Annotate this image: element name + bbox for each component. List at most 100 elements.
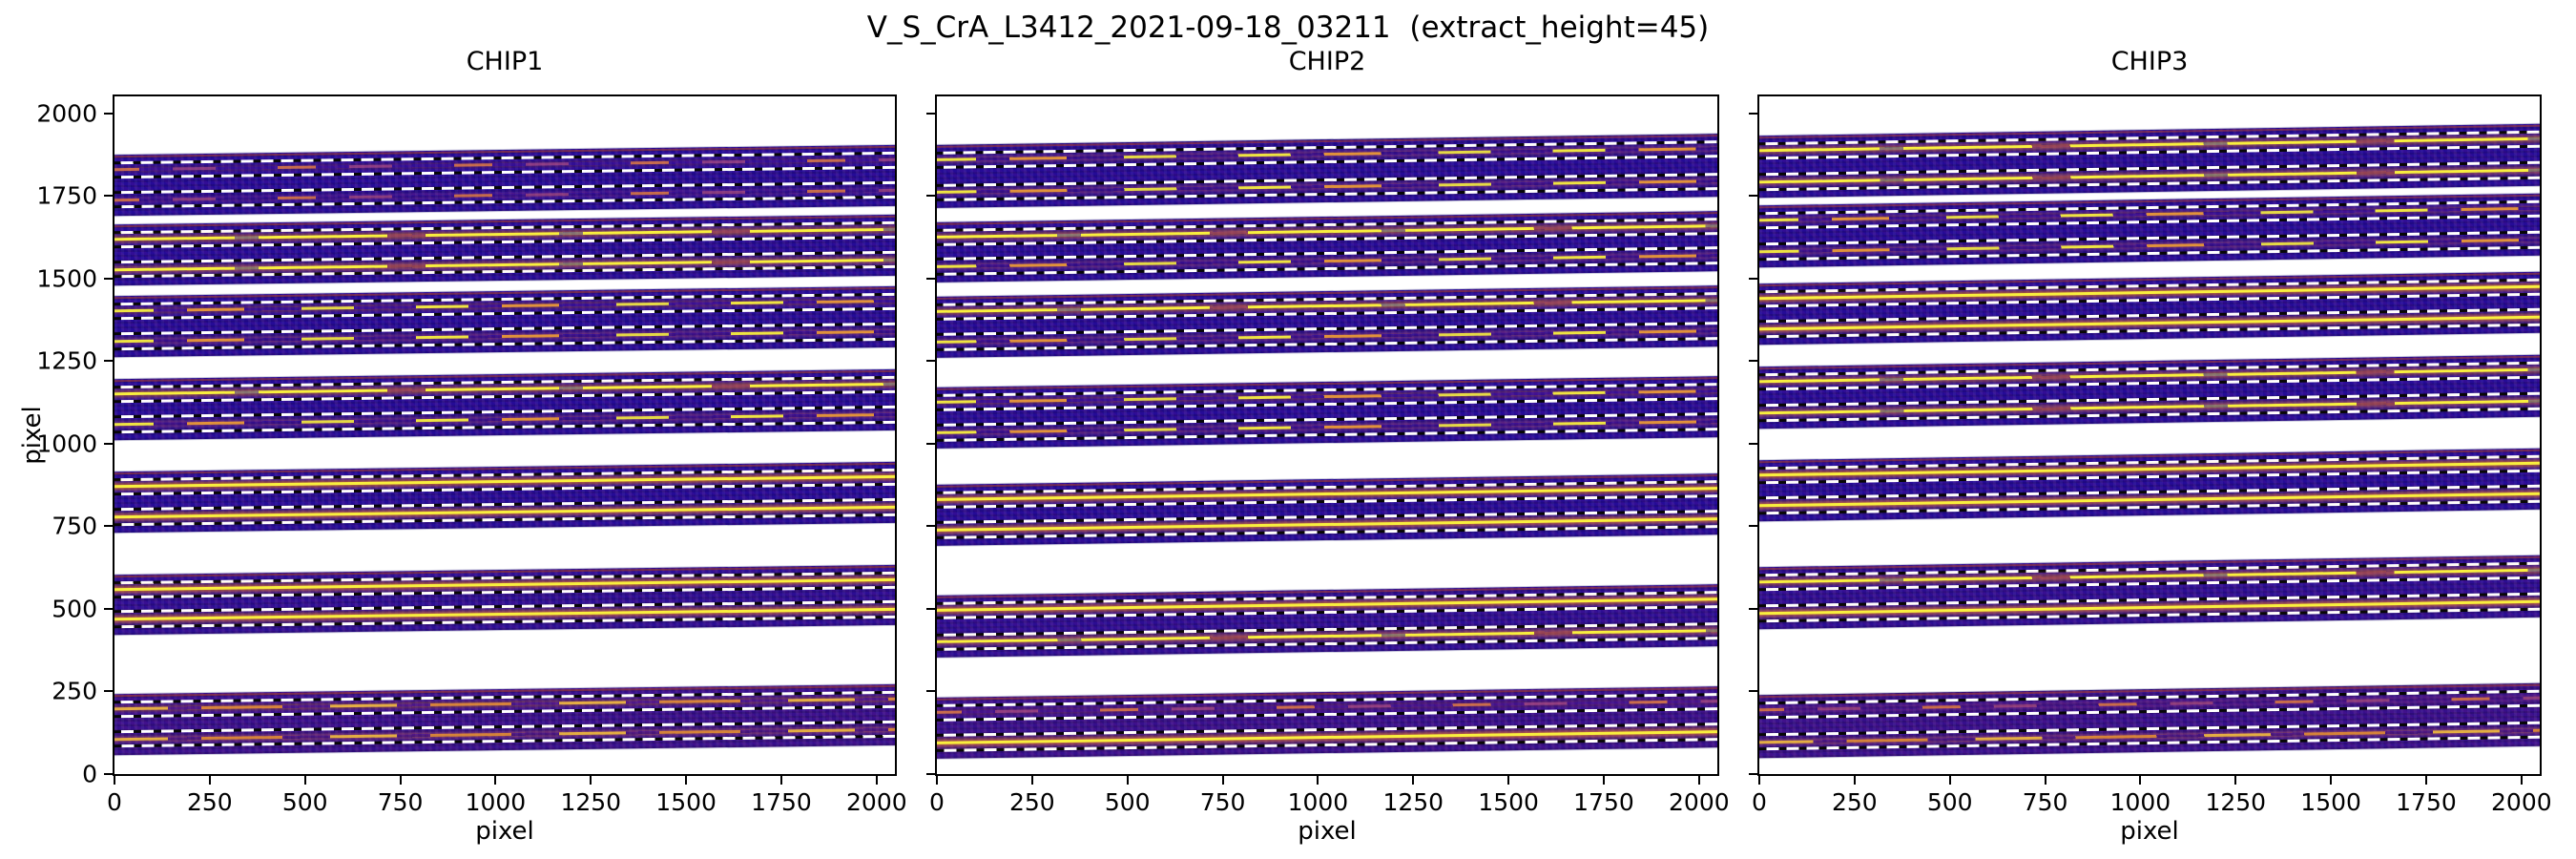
x-tick-label: 1000 xyxy=(465,788,527,816)
order-band xyxy=(1759,682,2540,759)
x-tick-label: 250 xyxy=(1831,788,1878,816)
x-axis-label: pixel xyxy=(1298,817,1357,846)
y-tick xyxy=(926,195,935,198)
x-tick-label: 1000 xyxy=(2109,788,2171,816)
x-tick xyxy=(1221,776,1224,785)
y-tick xyxy=(1749,607,1757,610)
y-tick xyxy=(1749,112,1757,115)
x-tick xyxy=(1030,776,1033,785)
x-tick xyxy=(1697,776,1700,785)
x-tick-label: 1750 xyxy=(1573,788,1634,816)
order-band xyxy=(937,133,1717,209)
y-tick xyxy=(1749,690,1757,693)
y-tick xyxy=(926,277,935,280)
panel-chip1: CHIP1 0 250 500 750 1000 1250 1500 1750 2000 0 250 5… xyxy=(36,47,906,846)
x-tick xyxy=(1317,776,1319,785)
order-band xyxy=(114,683,895,756)
panel-title: CHIP1 xyxy=(466,47,544,76)
x-tick-label: 1750 xyxy=(751,788,812,816)
x-tick xyxy=(2234,776,2237,785)
x-tick xyxy=(1948,776,1951,785)
y-tick xyxy=(104,277,113,280)
order-band xyxy=(114,214,895,286)
order-band xyxy=(1759,354,2540,430)
y-tick xyxy=(926,690,935,693)
x-tick-label: 250 xyxy=(186,788,233,816)
order-band xyxy=(114,461,895,534)
y-tick-label: 250 xyxy=(52,677,97,705)
y-tick xyxy=(1749,277,1757,280)
plot-area xyxy=(113,94,897,776)
y-tick-label: 1000 xyxy=(36,430,97,458)
y-tick-label: 500 xyxy=(52,595,97,623)
x-tick xyxy=(590,776,592,785)
x-tick xyxy=(936,776,938,785)
y-tick xyxy=(1749,525,1757,528)
x-tick-label: 1250 xyxy=(1382,788,1444,816)
order-band xyxy=(937,685,1717,760)
y-tick xyxy=(1749,773,1757,775)
y-tick xyxy=(1749,195,1757,198)
x-tick-label: 2000 xyxy=(846,788,907,816)
x-axis-label: pixel xyxy=(2120,817,2179,846)
x-tick-label: 1750 xyxy=(2396,788,2457,816)
y-tick xyxy=(1749,442,1757,445)
order-band xyxy=(114,286,895,359)
x-tick xyxy=(2139,776,2142,785)
x-tick-label: 1500 xyxy=(2300,788,2361,816)
x-tick xyxy=(208,776,211,785)
y-tick-label: 1250 xyxy=(36,346,97,375)
order-band xyxy=(937,472,1717,547)
x-tick xyxy=(303,776,306,785)
x-tick xyxy=(114,776,115,785)
x-tick xyxy=(779,776,782,785)
x-tick-label: 0 xyxy=(929,788,945,816)
x-tick xyxy=(2520,776,2523,785)
y-tick xyxy=(926,442,935,445)
x-tick xyxy=(685,776,688,785)
x-axis-label: pixel xyxy=(475,817,534,846)
order-band xyxy=(114,145,895,217)
panel-title: CHIP2 xyxy=(1288,47,1366,76)
y-tick-label: 0 xyxy=(82,760,97,788)
panel-chip3: CHIP3 0 250 500 750 1000 1250 1500 1750 2000 pixel xyxy=(1749,47,2552,846)
order-band xyxy=(937,584,1717,659)
panel-chip2: CHIP2 0 250 500 750 1000 1250 1500 1750 2000 pixel xyxy=(926,47,1730,846)
y-tick-label: 1500 xyxy=(36,264,97,293)
x-tick xyxy=(1507,776,1510,785)
y-tick xyxy=(104,360,113,363)
plot-area xyxy=(1757,94,2542,776)
order-band xyxy=(937,211,1717,283)
x-tick xyxy=(1758,776,1760,785)
x-tick-label: 500 xyxy=(1104,788,1151,816)
x-tick-label: 250 xyxy=(1008,788,1055,816)
x-tick-label: 750 xyxy=(377,788,424,816)
order-band xyxy=(1759,271,2540,346)
order-band xyxy=(114,564,895,636)
y-tick xyxy=(104,195,113,198)
order-band xyxy=(1759,448,2540,522)
y-tick xyxy=(926,112,935,115)
x-tick-label: 1500 xyxy=(655,788,717,816)
y-tick xyxy=(104,442,113,445)
y-tick-label: 1750 xyxy=(36,181,97,210)
order-band xyxy=(114,368,895,441)
x-tick-label: 750 xyxy=(1199,788,1246,816)
x-tick-label: 0 xyxy=(107,788,122,816)
y-tick xyxy=(104,690,113,693)
x-tick-label: 1500 xyxy=(1478,788,1539,816)
x-tick xyxy=(399,776,402,785)
y-tick xyxy=(104,607,113,610)
order-band xyxy=(1759,123,2540,199)
y-tick-label: 750 xyxy=(52,512,97,540)
x-tick xyxy=(2424,776,2427,785)
y-tick-label: 2000 xyxy=(36,99,97,128)
y-tick xyxy=(926,360,935,363)
x-tick-label: 500 xyxy=(281,788,328,816)
x-tick xyxy=(1602,776,1605,785)
x-tick-label: 500 xyxy=(1926,788,1973,816)
x-tick-label: 1000 xyxy=(1287,788,1349,816)
order-band xyxy=(1759,555,2540,630)
x-tick xyxy=(1412,776,1415,785)
x-tick xyxy=(1853,776,1856,785)
